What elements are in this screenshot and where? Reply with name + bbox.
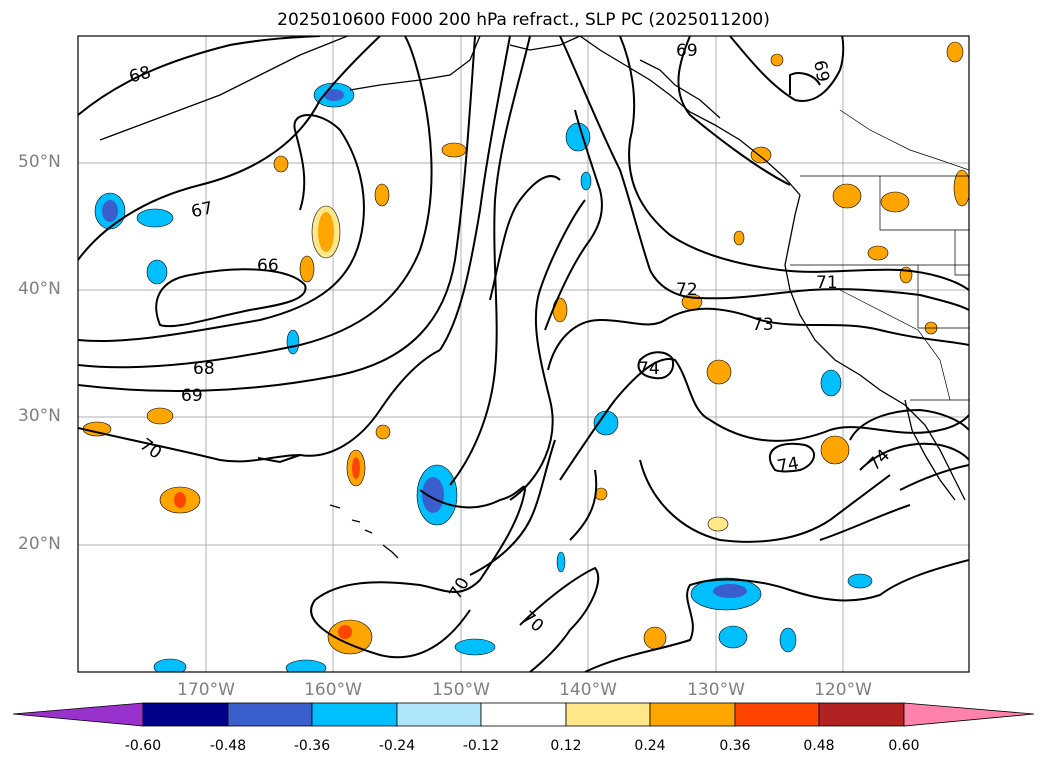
lon-label: 150°W [432, 680, 490, 700]
positive-anomaly-patch [820, 435, 850, 465]
colorbar-bin [311, 702, 398, 727]
positive-anomaly-patch [880, 191, 910, 213]
negative-anomaly-patch [146, 259, 168, 285]
negative-anomaly-patch [779, 627, 797, 653]
positive-anomaly-patch [146, 407, 174, 425]
negative-anomaly-patch [556, 551, 566, 573]
positive-anomaly-patch [832, 183, 862, 209]
colorbar-bin [480, 702, 567, 727]
lat-label: 40°N [18, 279, 61, 299]
colorbar-bin [565, 702, 651, 727]
positive-anomaly-patch [867, 245, 889, 261]
positive-anomaly-patch [441, 142, 467, 158]
contour-label: 68 [127, 63, 153, 88]
positive-anomaly-patch [643, 626, 667, 650]
colorbar-tick-label: 0.24 [634, 738, 666, 754]
positive-anomaly-patch [299, 255, 315, 283]
lat-label: 20°N [18, 534, 61, 554]
positive-anomaly-patch [273, 155, 289, 173]
colorbar-bin [142, 702, 229, 727]
colorbar-bin [649, 702, 736, 727]
coastlines [99, 36, 966, 559]
contour-label: 66 [257, 256, 279, 276]
lat-label: 50°N [18, 152, 61, 172]
contour-label: 69 [809, 59, 832, 84]
lon-label: 170°W [177, 680, 235, 700]
colorbar-bin [818, 702, 905, 727]
contour-label: 69 [181, 386, 203, 406]
negative-anomaly-patch [286, 329, 300, 355]
positive-anomaly-patch [706, 359, 732, 385]
positive-anomaly-patch [750, 146, 772, 164]
colorbar-tick-label: -0.36 [293, 738, 331, 754]
colorbar-tick-label: -0.60 [124, 738, 162, 754]
contour-label: 71 [816, 273, 838, 293]
positive-anomaly-patch [707, 516, 729, 532]
contour-label: 69 [676, 41, 698, 61]
lon-label: 130°W [687, 680, 745, 700]
slp-contours [78, 36, 969, 672]
anomaly-patches [82, 41, 969, 672]
negative-anomaly-patch [454, 638, 496, 656]
colorbar-min-extension [12, 702, 144, 727]
negative-anomaly-patch [153, 658, 187, 672]
lon-label: 160°W [304, 680, 362, 700]
negative-anomaly-patch [718, 625, 748, 649]
positive-anomaly-patch [770, 53, 784, 67]
negative-anomaly-patch [847, 573, 873, 589]
positive-anomaly-patch [375, 424, 391, 440]
positive-anomaly-patch [552, 297, 568, 323]
lat-label: 30°N [18, 406, 61, 426]
colorbar-tick-label: 0.48 [803, 738, 835, 754]
colorbar-bin [396, 702, 482, 727]
positive-anomaly-patch [946, 41, 964, 63]
contour-label: 70 [518, 607, 547, 636]
colorbar-bin [734, 702, 820, 727]
borders [790, 109, 969, 401]
positive-anomaly-patch [733, 230, 745, 246]
contour-label: 74 [638, 359, 660, 379]
contour-label: 67 [189, 198, 214, 222]
gridlines [78, 36, 969, 672]
negative-anomaly-patch [580, 171, 592, 191]
colorbar-tick-label: -0.24 [378, 738, 416, 754]
colorbar-tick-label: 0.60 [888, 738, 920, 754]
colorbar-tick-label: -0.12 [462, 738, 500, 754]
lon-label: 140°W [559, 680, 617, 700]
contour-label: 68 [193, 359, 215, 379]
map-title: 2025010600 F000 200 hPa refract., SLP PC… [277, 10, 770, 30]
colorbar-tick-label: -0.48 [209, 738, 247, 754]
contour-label: 70 [446, 574, 474, 603]
map-frame [77, 35, 970, 673]
colorbar-max-extension [903, 702, 1035, 727]
contour-label: 73 [752, 315, 774, 335]
negative-anomaly-patch [136, 208, 174, 228]
negative-anomaly-patch [285, 659, 327, 672]
lon-label: 120°W [814, 680, 872, 700]
contour-label: 70 [136, 435, 165, 464]
negative-anomaly-patch [820, 369, 842, 397]
colorbar-tick-label: 0.12 [550, 738, 582, 754]
colorbar [12, 702, 1035, 727]
positive-anomaly-patch [953, 169, 969, 207]
colorbar-bin [227, 702, 313, 727]
contour-label: 74 [776, 454, 801, 477]
colorbar-tick-label: 0.36 [719, 738, 751, 754]
contour-label: 72 [676, 280, 698, 300]
positive-anomaly-patch [374, 183, 390, 207]
